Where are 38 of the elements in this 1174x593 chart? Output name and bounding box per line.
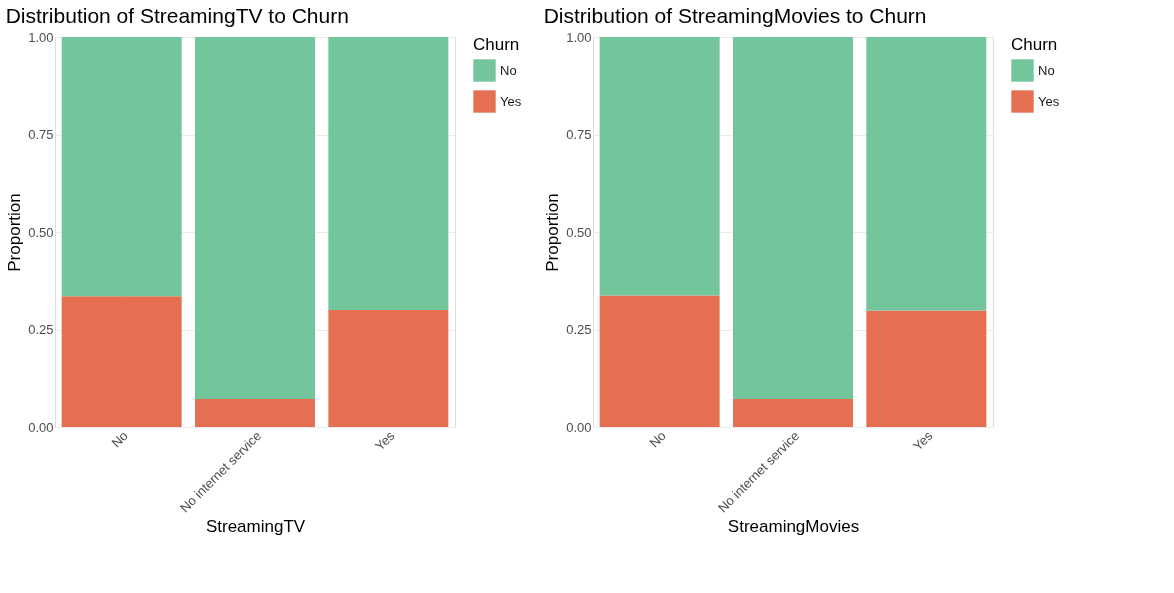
y-tick-label: 0.75 [28, 127, 54, 142]
bar [61, 296, 182, 427]
x-tick-label: Yes [371, 427, 398, 454]
bar [733, 37, 853, 399]
bar [733, 398, 853, 427]
bar [599, 295, 720, 427]
y-tick-label: 0.25 [566, 322, 592, 337]
y-tick-label: 0.50 [566, 224, 592, 240]
y-axis-title: Proportion [543, 193, 563, 272]
y-tick-label: 0.00 [28, 419, 54, 435]
y-axis-title: Proportion [5, 193, 25, 272]
legend-label: Yes [1038, 93, 1060, 109]
y-tick-label: 1.00 [28, 29, 54, 45]
bar [328, 37, 449, 310]
chart-title: Distribution of StreamingTV to Churn [5, 4, 349, 27]
chart-title: Distribution of StreamingMovies to Churn [543, 4, 927, 27]
y-tick-label: 0.25 [28, 322, 54, 337]
bar [61, 37, 182, 297]
y-tick-label: 0.00 [566, 419, 592, 435]
y-tick-label: 0.50 [28, 224, 54, 240]
x-axis-title: StreamingMovies [727, 517, 860, 537]
bar [599, 37, 720, 296]
bar [866, 310, 987, 427]
bar [195, 398, 315, 427]
x-tick-label: Yes [909, 427, 936, 454]
legend-label: No [500, 62, 517, 78]
bar [328, 310, 449, 427]
y-tick-label: 1.00 [566, 29, 592, 45]
legend-label: Yes [500, 93, 522, 109]
bar [195, 37, 315, 399]
y-tick-label: 0.75 [566, 127, 592, 142]
x-tick-label: No [646, 428, 669, 451]
legend-title: Churn [1011, 35, 1058, 54]
x-axis-title: StreamingTV [205, 517, 306, 537]
legend-label: No [1038, 62, 1055, 78]
x-tick-label: No [108, 428, 131, 451]
legend-title: Churn [473, 35, 520, 54]
bar [866, 37, 987, 311]
